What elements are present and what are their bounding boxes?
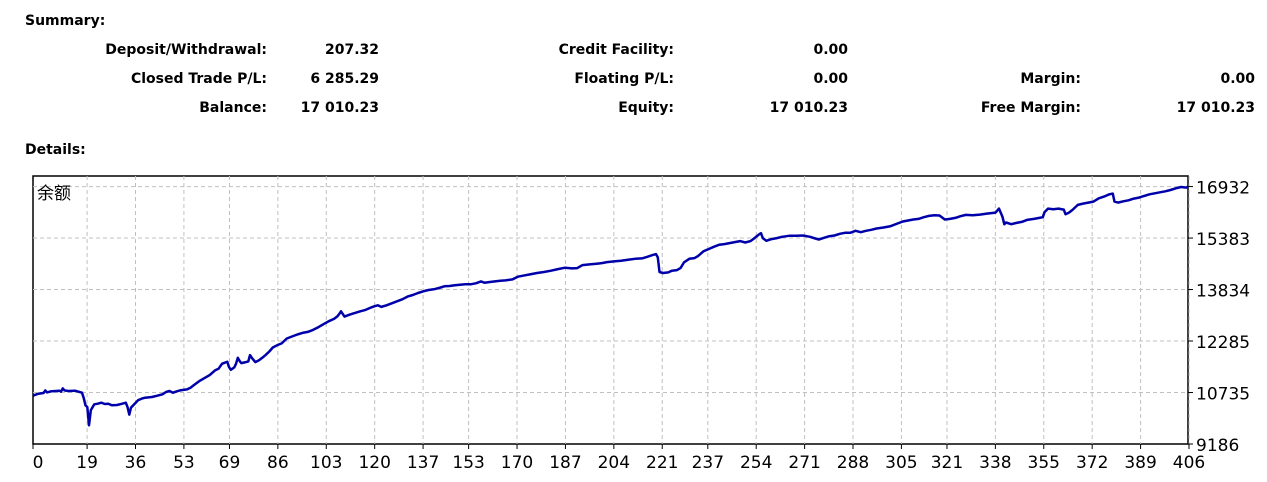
x-tick-label: 321 [931,453,963,473]
summary-title: Summary: [25,13,106,29]
y-tick-label: 10735 [1196,385,1250,405]
x-tick-label: 0 [33,453,44,473]
free-margin-value: 17 010.23 [1176,100,1255,116]
x-tick-label: 237 [692,453,724,473]
credit-facility-label: Credit Facility: [558,42,674,58]
x-tick-label: 406 [1173,453,1205,473]
x-tick-label: 372 [1076,453,1108,473]
chart-series-label: 余额 [37,184,71,204]
equity-label: Equity: [618,100,674,116]
x-tick-label: 355 [1028,453,1060,473]
balance-value: 17 010.23 [300,100,379,116]
y-tick-label: 9186 [1196,436,1239,456]
x-axis: 0 19 36 53 69 86 103 120 137 153 170 187 204 221 237 25… [32,444,1205,473]
x-tick-label: 137 [407,453,439,473]
x-tick-label: 271 [788,453,820,473]
equity-value: 17 010.23 [769,100,848,116]
y-axis: 16932 15383 13834 12285 10735 9186 [1188,179,1250,456]
x-tick-label: 86 [267,453,289,473]
x-tick-label: 36 [125,453,147,473]
x-tick-label: 389 [1124,453,1156,473]
y-tick-label: 13834 [1196,282,1250,302]
deposit-withdrawal-value: 207.32 [324,42,379,58]
credit-facility-value: 0.00 [813,42,848,58]
x-tick-label: 254 [740,453,772,473]
x-tick-label: 19 [76,453,98,473]
plot-frame [32,175,1189,445]
x-tick-label: 305 [885,453,917,473]
x-tick-label: 338 [979,453,1011,473]
closed-trade-pl-value: 6 285.29 [310,71,379,87]
x-tick-label: 288 [837,453,869,473]
margin-label: Margin: [1020,71,1081,87]
x-tick-label: 69 [219,453,241,473]
closed-trade-pl-label: Closed Trade P/L: [130,71,267,87]
floating-pl-label: Floating P/L: [574,71,674,87]
y-tick-label: 16932 [1196,179,1250,199]
balance-series-line [32,185,1189,427]
y-tick-label: 15383 [1196,230,1250,250]
x-tick-label: 103 [310,453,342,473]
free-margin-label: Free Margin: [980,100,1081,116]
x-tick-label: 120 [358,453,390,473]
x-tick-label: 204 [598,453,630,473]
floating-pl-value: 0.00 [813,71,848,87]
balance-label: Balance: [199,100,267,116]
x-tick-label: 221 [646,453,678,473]
y-tick-label: 12285 [1196,333,1250,353]
x-tick-label: 153 [452,453,484,473]
x-tick-label: 170 [501,453,533,473]
x-tick-label: 187 [549,453,581,473]
grid [33,176,1190,444]
details-title: Details: [25,142,86,158]
deposit-withdrawal-label: Deposit/Withdrawal: [105,42,267,58]
x-tick-label: 53 [173,453,195,473]
margin-value: 0.00 [1220,71,1255,87]
